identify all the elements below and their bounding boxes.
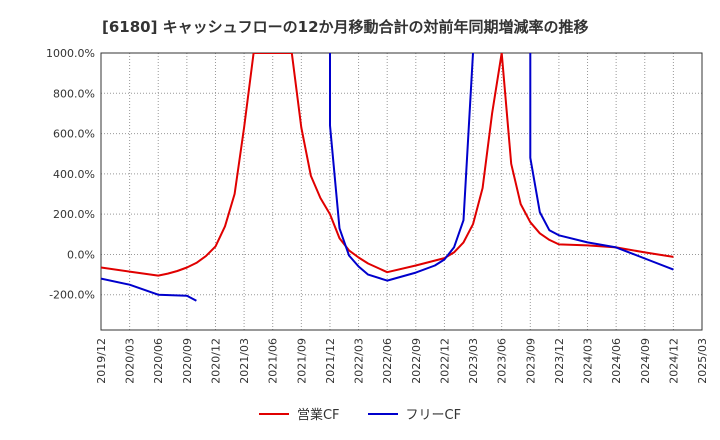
x-tick-label: 2023/03 xyxy=(467,338,480,384)
legend: 営業CF フリーCF xyxy=(0,404,720,423)
x-tick-label: 2021/03 xyxy=(238,338,251,384)
x-tick-label: 2022/09 xyxy=(410,338,423,384)
grid xyxy=(101,53,702,330)
y-tick-label: 400.0% xyxy=(53,168,95,181)
x-tick-label: 2022/06 xyxy=(381,338,394,384)
x-tick-label: 2024/06 xyxy=(610,338,623,384)
y-tick-label: 1000.0% xyxy=(46,47,95,60)
x-tick-label: 2021/06 xyxy=(267,338,280,384)
y-tick-label: 800.0% xyxy=(53,87,95,100)
y-tick-label: -200.0% xyxy=(49,289,95,302)
x-tick-label: 2023/12 xyxy=(553,338,566,384)
x-tick-label: 2024/03 xyxy=(582,338,595,384)
chart-title: [6180] キャッシュフローの12か月移動合計の対前年同期増減率の推移 xyxy=(102,18,589,36)
x-tick-label: 2024/09 xyxy=(639,338,652,384)
x-tick-label: 2020/12 xyxy=(209,338,222,384)
x-tick-label: 2022/12 xyxy=(438,338,451,384)
x-tick-label: 2020/03 xyxy=(124,338,137,384)
legend-item-free-cf: フリーCF xyxy=(367,404,462,423)
y-tick-label: 200.0% xyxy=(53,208,95,221)
y-tick-label: 0.0% xyxy=(67,248,95,261)
x-tick-label: 2024/12 xyxy=(667,338,680,384)
axes: 2019/12 2020/03 2020/06 2020/09 2020/12 2021/… xyxy=(46,47,709,384)
plot-frame xyxy=(100,52,703,331)
x-tick-label: 2025/03 xyxy=(696,338,709,384)
legend-item-operating-cf: 営業CF xyxy=(258,404,340,423)
y-tick-label: 600.0% xyxy=(53,128,95,141)
x-tick-label: 2020/06 xyxy=(152,338,165,384)
series-line-free-cf xyxy=(329,53,474,282)
x-tick-label: 2021/12 xyxy=(324,338,337,384)
series-line-operating-cf xyxy=(101,53,674,277)
legend-swatch-operating-cf xyxy=(258,412,289,415)
series-line-free-cf xyxy=(101,277,197,302)
legend-swatch-free-cf xyxy=(367,412,398,415)
x-tick-label: 2020/09 xyxy=(181,338,194,384)
x-tick-label: 2023/09 xyxy=(524,338,537,384)
x-tick-label: 2022/03 xyxy=(353,338,366,384)
x-tick-label: 2023/06 xyxy=(496,338,509,384)
legend-label-operating-cf: 営業CF xyxy=(296,408,340,423)
x-tick-label: 2021/09 xyxy=(295,338,308,384)
x-tick-label: 2019/12 xyxy=(95,338,108,384)
series-layer xyxy=(101,53,674,302)
legend-label-free-cf: フリーCF xyxy=(405,408,462,423)
series-line-free-cf xyxy=(529,53,674,271)
